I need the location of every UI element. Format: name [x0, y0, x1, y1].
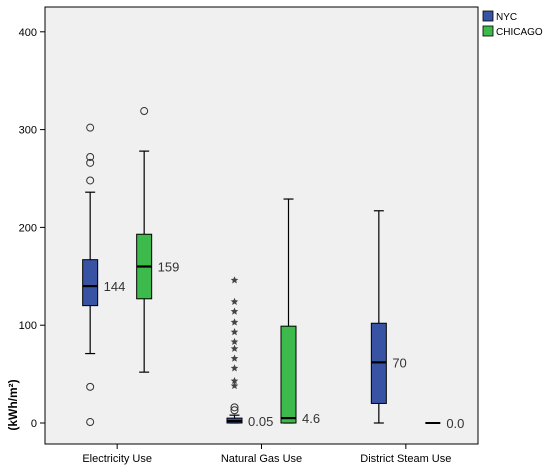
outlier-star: [230, 364, 239, 372]
legend-swatch-chicago: [482, 25, 494, 37]
y-tick-label: 100: [19, 320, 37, 332]
outlier-star: [230, 354, 239, 362]
outlier-circle: [140, 107, 149, 116]
iqr-box: [82, 259, 99, 307]
median-value-label: 0.05: [248, 414, 273, 429]
outlier-star: [230, 376, 239, 385]
x-tick-label: Natural Gas Use: [221, 453, 302, 465]
axes: 0 100 200 300 400 Electricity Use Natural Gas …: [19, 27, 452, 465]
x-tick-label: District Steam Use: [360, 453, 451, 465]
boxes: [82, 107, 441, 427]
y-tick-label: 300: [19, 125, 37, 137]
legend-label-nyc: NYC: [496, 12, 517, 23]
outlier-circle: [86, 158, 95, 167]
median-value-label: 144: [104, 279, 126, 294]
outlier-star: [230, 337, 239, 346]
median-value-label: 70: [392, 355, 406, 370]
y-tick-label: 200: [19, 222, 37, 234]
outlier-star: [230, 318, 239, 326]
outlier-circle: [86, 382, 95, 391]
outlier-circle: [86, 176, 95, 185]
outlier-star: [230, 328, 239, 336]
plot-area: [44, 6, 479, 445]
legend: NYC CHICAGO: [482, 10, 543, 38]
legend-swatch-nyc: [482, 10, 494, 22]
outlier-star: [230, 297, 239, 305]
median-labels: 144 0.05 70 159 4.6 0.0: [104, 260, 465, 431]
y-tick-label: 0: [31, 418, 37, 430]
outlier-star: [230, 307, 239, 315]
median-value-label: 0.0: [446, 416, 464, 431]
iqr-box: [280, 325, 297, 424]
outlier-circle: [230, 406, 239, 415]
y-tick-label: 400: [19, 27, 37, 39]
x-tick-label: Electricity Use: [82, 453, 152, 465]
outlier-circle: [86, 418, 95, 427]
legend-label-chicago: CHICAGO: [496, 27, 543, 38]
y-axis-title: (kWh/m²): [6, 379, 20, 430]
outlier-star: [230, 276, 239, 284]
outlier-circle: [86, 152, 95, 161]
outlier-circle: [230, 403, 239, 412]
outlier-circle: [86, 123, 95, 132]
outlier-star: [230, 344, 239, 352]
median-value-label: 159: [158, 260, 180, 275]
median-value-label: 4.6: [302, 411, 320, 426]
outlier-star: [230, 381, 239, 390]
